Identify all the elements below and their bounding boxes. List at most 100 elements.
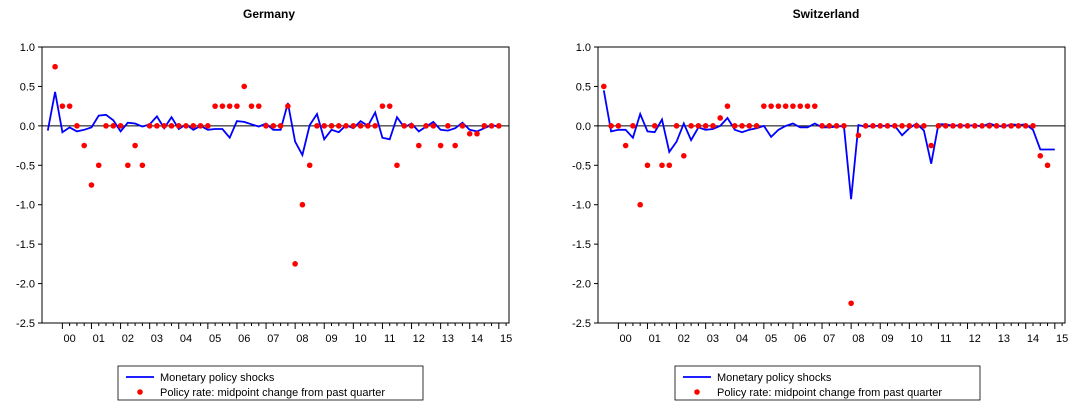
data-point-policy-rate: [899, 123, 905, 129]
data-point-policy-rate: [52, 63, 58, 70]
x-tick-label: 05: [765, 333, 777, 345]
x-tick-label: 10: [354, 333, 366, 345]
data-point-policy-rate: [496, 123, 502, 129]
x-tick-label: 07: [267, 333, 279, 345]
data-point-policy-rate: [117, 123, 124, 129]
data-point-policy-rate: [423, 123, 429, 129]
data-point-policy-rate: [314, 123, 320, 129]
data-point-policy-rate: [972, 123, 978, 129]
data-point-policy-rate: [430, 123, 437, 129]
data-point-policy-rate: [248, 103, 255, 109]
x-tick-label: 13: [998, 333, 1010, 345]
y-tick-label: 0.5: [20, 81, 35, 93]
x-tick-label: 14: [471, 333, 483, 345]
data-point-policy-rate: [964, 123, 971, 129]
y-tick-label: -0.5: [572, 160, 591, 172]
data-point-policy-rate: [219, 103, 226, 109]
data-point-policy-rate: [183, 123, 189, 129]
data-point-policy-rate: [935, 123, 942, 129]
data-point-policy-rate: [950, 123, 956, 129]
data-point-policy-rate: [408, 123, 415, 129]
data-point-policy-rate: [488, 123, 495, 129]
y-tick-label: 0.5: [576, 81, 591, 93]
y-tick-label: -1.0: [572, 200, 591, 212]
data-point-policy-rate: [321, 123, 328, 129]
x-tick-label: 08: [296, 333, 308, 345]
data-point-policy-rate: [270, 123, 277, 129]
data-point-policy-rate: [811, 103, 818, 109]
legend-label-policy-rate: Policy rate: midpoint change from past q…: [717, 387, 942, 399]
data-point-policy-rate: [884, 123, 891, 129]
x-tick-label: 03: [151, 333, 163, 345]
data-point-policy-rate: [1044, 162, 1051, 169]
data-point-policy-rate: [681, 153, 687, 159]
data-point-policy-rate: [401, 123, 408, 129]
data-point-policy-rate: [782, 103, 789, 109]
y-tick-label: -1.5: [572, 239, 591, 251]
data-point-policy-rate: [343, 123, 349, 129]
data-point-policy-rate: [437, 142, 444, 149]
data-point-policy-rate: [328, 123, 335, 129]
x-tick-label: 13: [442, 333, 454, 345]
data-point-policy-rate: [819, 123, 825, 129]
data-point-policy-rate: [942, 123, 949, 129]
x-tick-label: 02: [122, 333, 134, 345]
y-tick-label: 0.0: [20, 121, 35, 133]
data-point-policy-rate: [474, 130, 480, 137]
data-point-policy-rate: [790, 103, 796, 109]
data-point-policy-rate: [372, 123, 378, 129]
data-point-policy-rate: [459, 123, 466, 129]
x-tick-label: 05: [209, 333, 221, 345]
data-point-policy-rate: [168, 123, 175, 129]
data-point-policy-rate: [717, 115, 724, 121]
x-tick-label: 01: [649, 333, 661, 345]
x-tick-label: 09: [881, 333, 893, 345]
data-point-policy-rate: [212, 103, 218, 109]
data-point-policy-rate: [175, 123, 182, 129]
plot-frame: [41, 46, 510, 324]
data-point-policy-rate: [452, 142, 458, 149]
data-point-policy-rate: [481, 123, 488, 129]
data-point-policy-rate: [659, 162, 665, 169]
data-point-policy-rate: [877, 123, 884, 129]
data-point-policy-rate: [848, 300, 854, 307]
data-point-policy-rate: [651, 123, 658, 129]
chart-title: Germany: [243, 7, 295, 21]
y-tick-label: 1.0: [576, 42, 591, 54]
data-point-policy-rate: [993, 123, 1000, 129]
data-point-policy-rate: [710, 123, 716, 129]
x-tick-label: 06: [238, 333, 250, 345]
data-point-policy-rate: [394, 162, 400, 169]
x-tick-label: 08: [852, 333, 864, 345]
legend-box: [674, 365, 981, 401]
data-point-policy-rate: [255, 103, 262, 109]
series-line-monetary-policy-shocks: [602, 90, 1055, 200]
series-line-monetary-policy-shocks: [46, 91, 499, 158]
data-point-policy-rate: [59, 103, 66, 109]
data-point-policy-rate: [1001, 123, 1007, 129]
data-point-policy-rate: [95, 162, 102, 169]
y-tick-label: 0.0: [576, 121, 591, 133]
legend-label-shocks: Monetary policy shocks: [717, 372, 832, 384]
data-point-policy-rate: [132, 142, 138, 149]
data-point-policy-rate: [979, 123, 985, 129]
y-tick-label: -2.0: [16, 279, 35, 291]
x-tick-label: 00: [64, 333, 76, 345]
legend-box: [117, 365, 424, 401]
x-tick-label: 11: [384, 333, 395, 345]
data-point-policy-rate: [622, 142, 629, 149]
x-tick-label: 01: [93, 333, 105, 345]
legend: Monetary policy shocks Policy rate: midpo…: [674, 365, 981, 401]
data-point-policy-rate: [804, 103, 811, 109]
legend-label-shocks: Monetary policy shocks: [160, 372, 275, 384]
data-point-policy-rate: [466, 130, 473, 137]
legend-dot-swatch: [694, 389, 700, 395]
data-point-policy-rate: [197, 123, 204, 129]
data-point-policy-rate: [416, 142, 422, 149]
data-point-policy-rate: [957, 123, 964, 129]
data-point-policy-rate: [702, 123, 709, 129]
data-point-policy-rate: [190, 123, 197, 129]
x-tick-label: 04: [180, 333, 192, 345]
data-point-policy-rate: [928, 142, 934, 149]
